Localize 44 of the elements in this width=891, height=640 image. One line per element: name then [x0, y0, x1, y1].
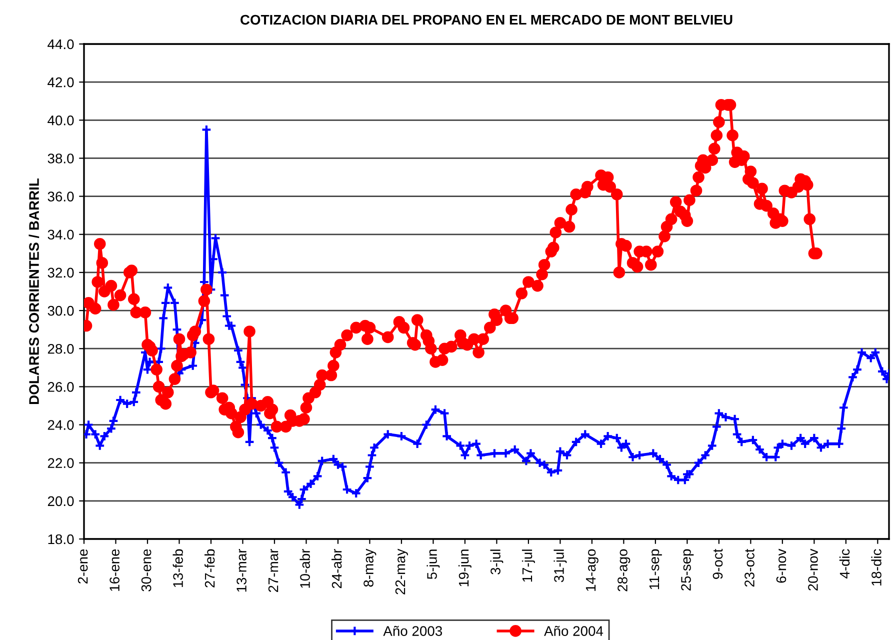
y-tick-label: 42.0	[48, 77, 74, 88]
x-tick-label: 14-ago	[586, 549, 598, 591]
y-tick-label: 20.0	[48, 496, 74, 506]
y-tick-label: 34.0	[48, 230, 74, 240]
x-tick-label: 22-may	[395, 548, 408, 594]
x-tick-label: 28-ago	[618, 549, 630, 592]
y-tick-label: 30.0	[48, 306, 74, 316]
x-tick-label: 13-mar	[236, 548, 246, 592]
chart-title: COTIZACION DIARIA DEL PROPANO EN EL MERCADO DE MONT BELVIEU	[240, 14, 732, 25]
x-tick-label: 11-sep	[649, 549, 662, 590]
x-tick-label: 24-abr	[332, 548, 342, 588]
y-tick-label: 32.0	[48, 268, 74, 278]
x-tick-label: 23-oct	[744, 548, 754, 587]
x-tick-label: 9-oct	[712, 548, 723, 579]
y-tick-label: 44.0	[48, 39, 74, 50]
x-tick-label: 13-feb	[172, 549, 183, 588]
x-tick-label: 6-nov	[776, 548, 786, 583]
x-tick-label: 4-dic	[839, 549, 850, 579]
x-tick-label: 5-jun	[426, 550, 440, 580]
y-axis-title: DOLARES CORRIENTES / BARRIL	[28, 178, 40, 404]
legend-label: Año 2003	[383, 626, 442, 636]
y-tick-label: 18.0	[48, 534, 74, 544]
x-tick-label: 25-sep	[681, 549, 694, 590]
y-tick-label: 38.0	[48, 154, 74, 164]
y-tick-label: 26.0	[48, 382, 74, 392]
y-tick-label: 28.0	[48, 344, 74, 354]
legend-label: Año 2004	[544, 626, 604, 636]
x-tick-label: 16-ene	[110, 549, 120, 591]
x-tick-label: 8-may	[364, 548, 376, 587]
x-tick-label: 10-abr	[300, 548, 310, 588]
x-tick-label: 27-mar	[268, 548, 278, 592]
x-tick-label: 3-jul	[490, 550, 504, 574]
y-tick-label: 36.0	[48, 192, 74, 202]
x-tick-label: 19-jun	[458, 550, 472, 586]
x-tick-label: 31-jul	[554, 550, 567, 582]
x-tick-label: 30-ene	[141, 549, 152, 592]
x-tick-label: 18-dic	[871, 549, 882, 586]
x-tick-label: 17-jul	[522, 550, 535, 582]
x-tick-label: 2-ene	[78, 549, 88, 584]
y-tick-label: 22.0	[48, 458, 74, 468]
x-tick-label: 20-nov	[808, 548, 818, 590]
x-tick-label: 27-feb	[204, 549, 215, 588]
y-tick-label: 40.0	[48, 115, 74, 126]
y-tick-label: 24.0	[48, 420, 74, 430]
